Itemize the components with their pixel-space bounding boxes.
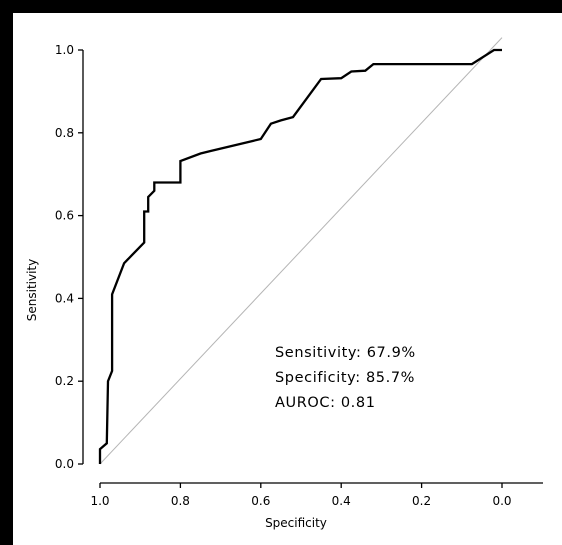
specificity-annotation: Specificity: 85.7%: [275, 370, 415, 386]
roc-chart: 0.0 0.2 0.4 0.6 0.8 1.0 1.0 0.8 0.6 0.4 0.2 0.0 Sen…: [25, 37, 543, 530]
x-tick-label: 0.0: [492, 494, 511, 508]
y-tick-label: 0.6: [55, 209, 74, 223]
x-tick-label: 0.2: [412, 494, 431, 508]
reference-diagonal-line: [99, 37, 503, 465]
y-tick-label: 0.2: [55, 374, 74, 388]
y-tick-label: 0.8: [55, 126, 74, 140]
auroc-annotation: AUROC: 0.81: [275, 395, 376, 411]
x-tick-label: 0.4: [332, 494, 351, 508]
x-tick-label: 0.6: [251, 494, 270, 508]
y-tick-label: 0.4: [55, 291, 74, 305]
x-tick-label: 0.8: [171, 494, 190, 508]
sensitivity-annotation: Sensitivity: 67.9%: [275, 345, 416, 361]
x-tick-label: 1.0: [90, 494, 109, 508]
y-tick-label: 0.0: [55, 457, 74, 471]
chart-canvas: 0.0 0.2 0.4 0.6 0.8 1.0 1.0 0.8 0.6 0.4 0.2 0.0 Sen…: [13, 13, 562, 545]
x-axis-title: Specificity: [265, 516, 327, 530]
y-tick-label: 1.0: [55, 43, 74, 57]
y-axis-title: Sensitivity: [25, 259, 39, 321]
roc-curve-line: [98, 48, 502, 464]
